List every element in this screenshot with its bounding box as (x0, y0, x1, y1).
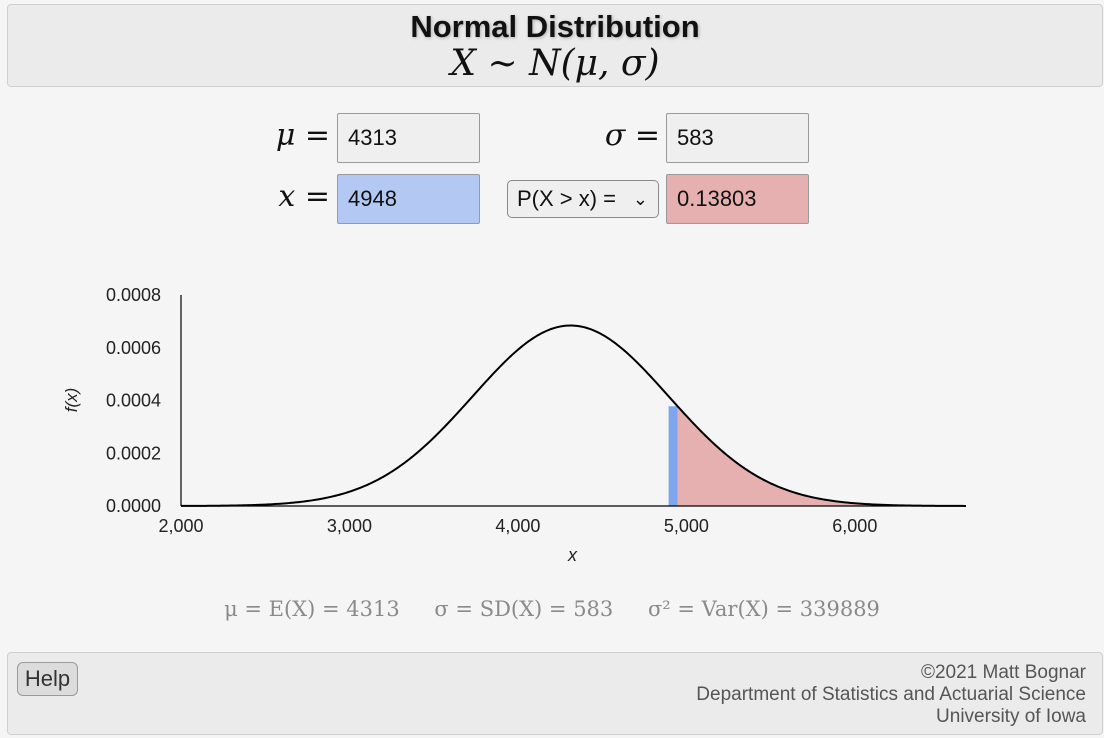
x-input[interactable]: 4948 (337, 174, 480, 224)
probability-type-label: P(X > x) = (517, 186, 617, 211)
x-tick-label: 4,000 (495, 516, 540, 536)
sigma-input[interactable]: 583 (666, 113, 809, 163)
distribution-formula: X ∼ N(μ, σ) (450, 43, 660, 84)
department-text: Department of Statistics and Actuarial S… (696, 684, 1086, 705)
sigma-equals: = (634, 118, 660, 153)
x-tick-label: 5,000 (664, 516, 709, 536)
y-tick-label: 0.0004 (106, 391, 161, 411)
density-curve (180, 324, 967, 507)
x-label: x = (255, 179, 330, 214)
footer-panel: Help ©2021 Matt Bognar Department of Sta… (7, 652, 1103, 735)
x-axis-label: x (567, 545, 578, 565)
probability-result: 0.13803 (666, 174, 809, 224)
mu-equals: = (304, 118, 330, 153)
header-panel: Normal Distribution X ∼ N(μ, σ) (7, 4, 1103, 87)
x-tick-label: 3,000 (327, 516, 372, 536)
y-tick-label: 0.0008 (106, 285, 161, 305)
x-tick-label: 6,000 (832, 516, 877, 536)
y-tick-label: 0.0000 (106, 496, 161, 516)
x-marker (668, 406, 678, 506)
y-tick-label: 0.0006 (106, 338, 161, 358)
tail-area (677, 406, 966, 506)
chevron-down-icon: ⌄ (632, 189, 648, 209)
mean-stat: μ = E(X) = 4313 (224, 597, 400, 621)
page-title: Normal Distribution (410, 9, 700, 44)
x-equals: = (304, 179, 330, 214)
variance-stat: σ² = Var(X) = 339889 (647, 597, 880, 621)
sigma-label: σ = (585, 118, 660, 153)
summary-stats: μ = E(X) = 4313 σ = SD(X) = 583 σ² = Var… (0, 597, 1104, 621)
mu-input[interactable]: 4313 (337, 113, 480, 163)
credits: ©2021 Matt Bognar Department of Statisti… (696, 662, 1086, 728)
x-symbol: x (278, 179, 296, 214)
mu-label: μ = (255, 118, 330, 153)
sd-stat: σ = SD(X) = 583 (434, 597, 614, 621)
y-axis-label: f(x) (62, 388, 81, 413)
probability-type-select[interactable]: P(X > x) = ⌄ (507, 180, 659, 218)
density-chart: 2,000 3,000 4,000 5,000 6,000 0.0000 0.0002 0.0… (62, 285, 967, 565)
sigma-symbol: σ (604, 118, 626, 153)
copyright-text: ©2021 Matt Bognar (920, 662, 1086, 683)
x-tick-label: 2,000 (158, 516, 203, 536)
mu-symbol: μ (275, 118, 296, 153)
y-tick-label: 0.0002 (106, 443, 161, 463)
university-text: University of Iowa (936, 706, 1086, 727)
help-button[interactable]: Help (17, 662, 78, 696)
